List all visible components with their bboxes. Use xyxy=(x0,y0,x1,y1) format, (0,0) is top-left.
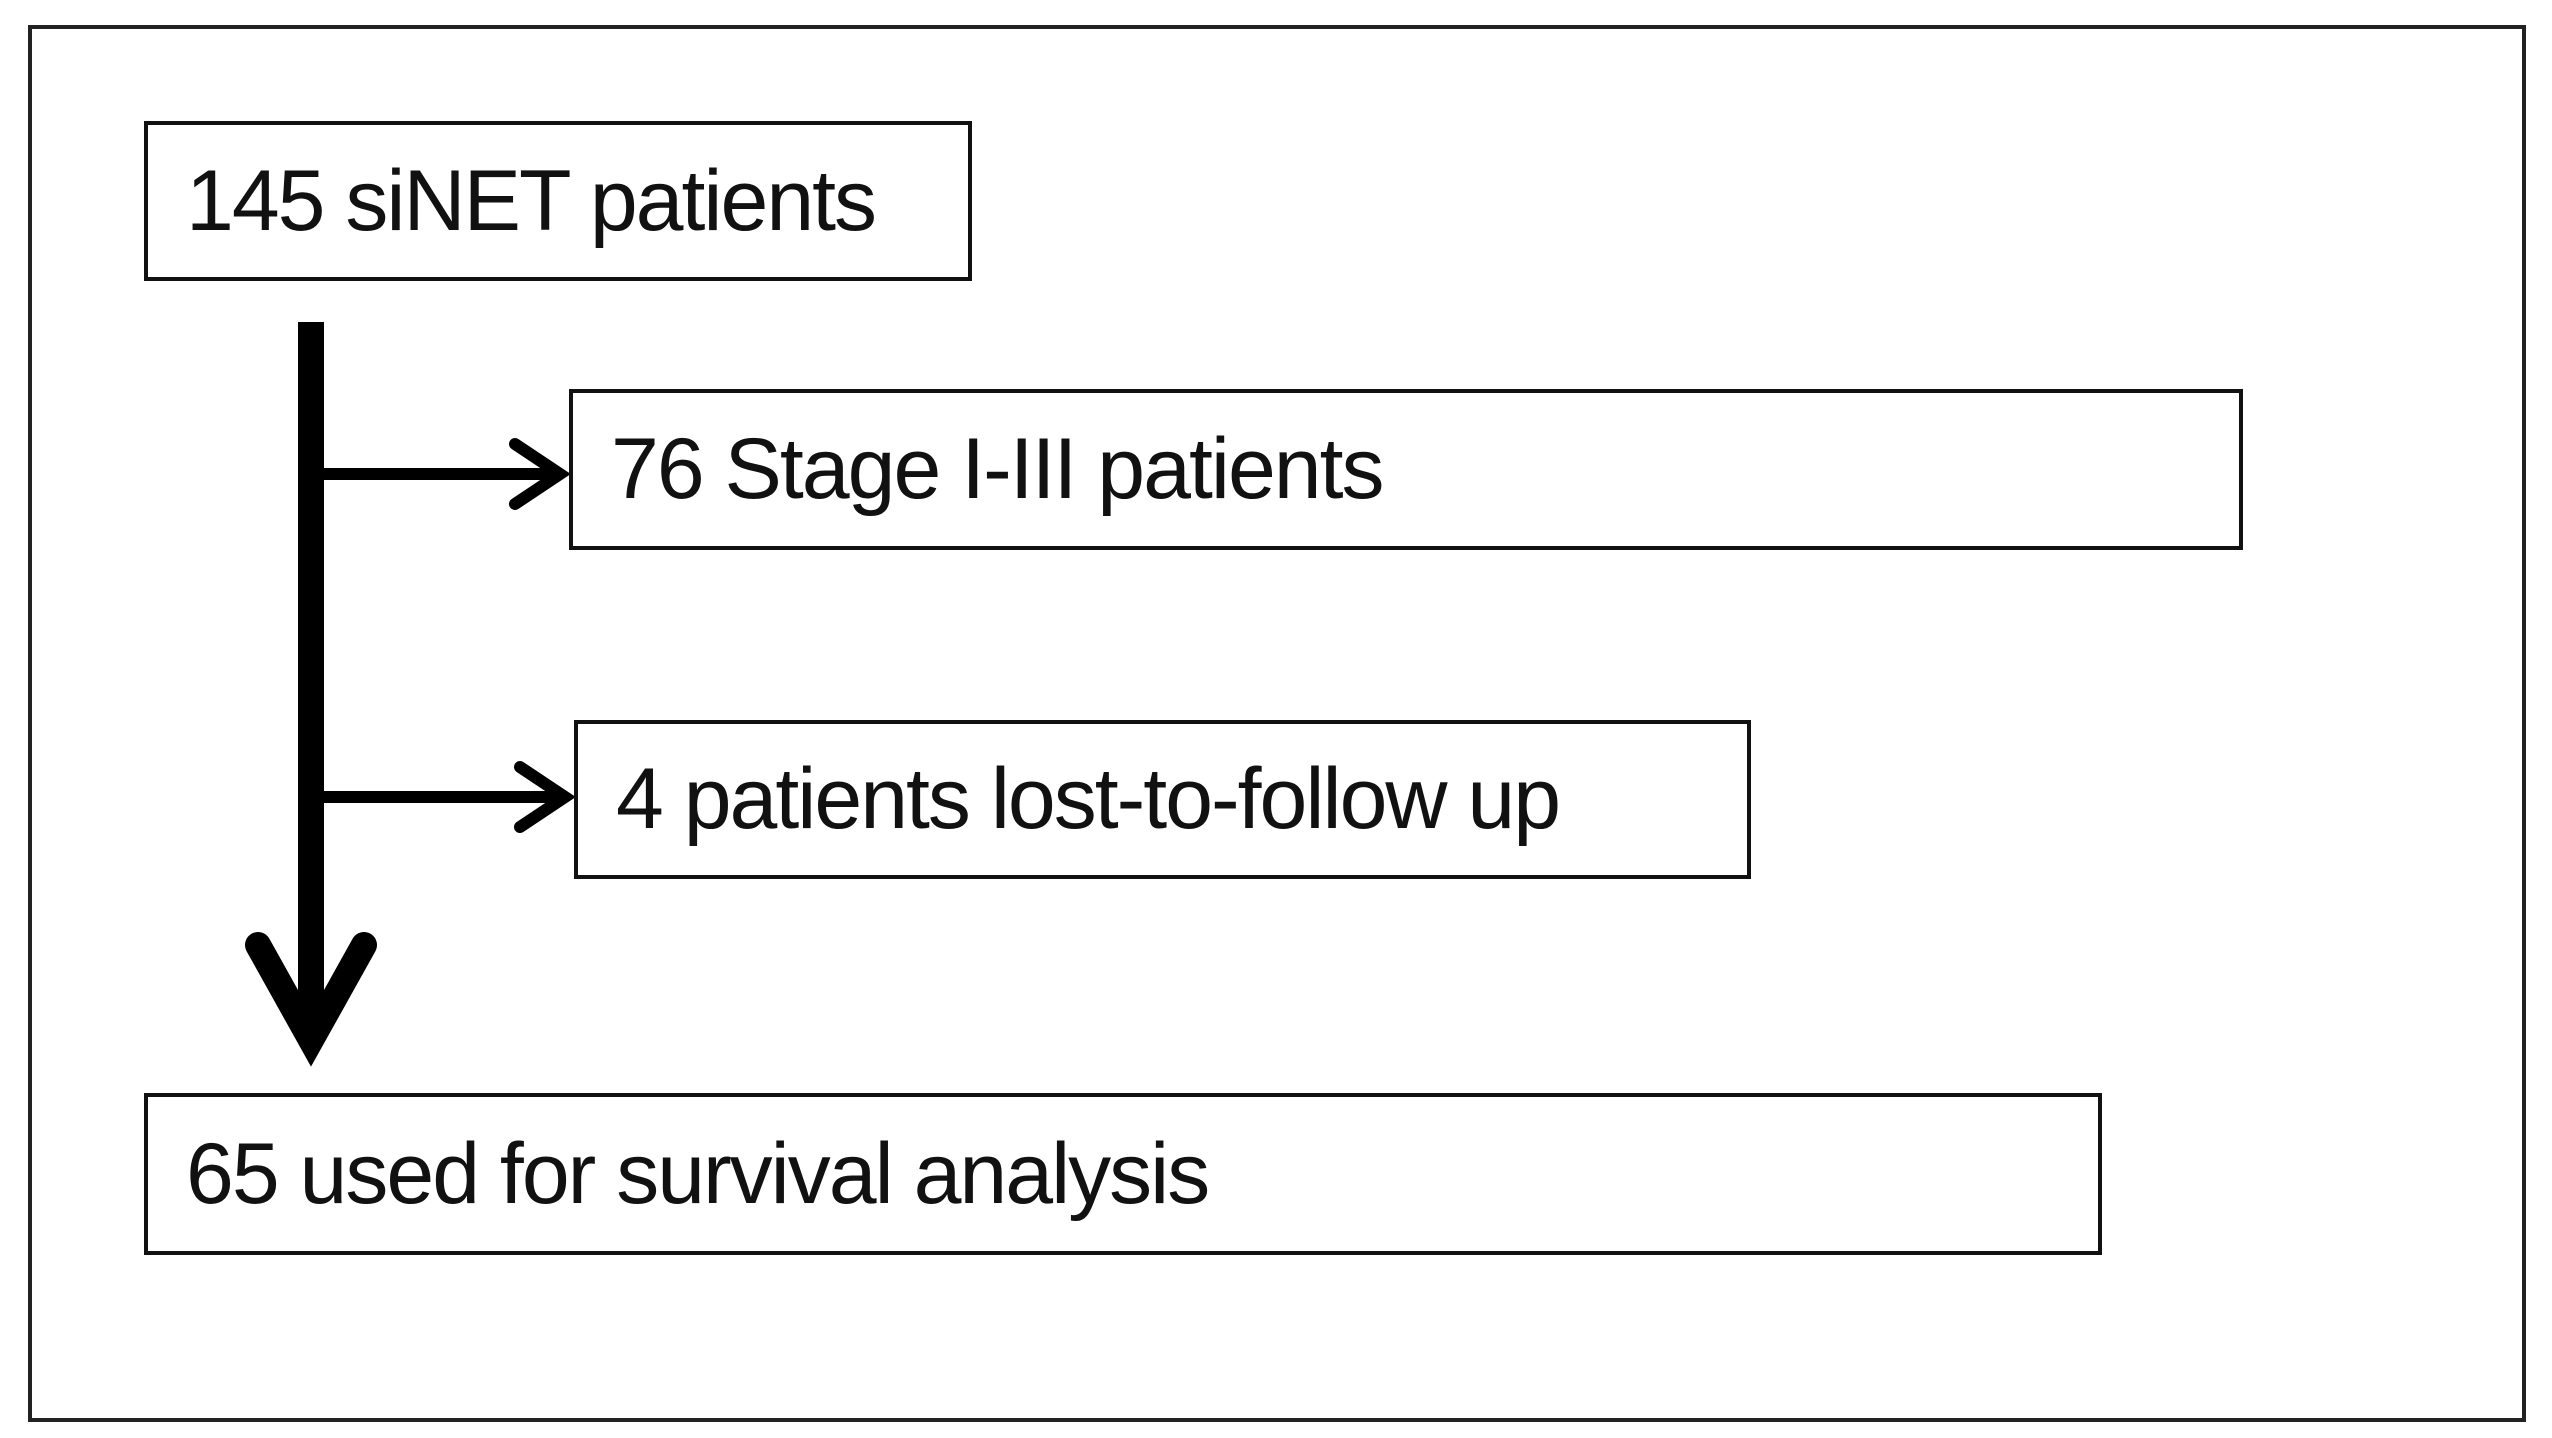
box-start: 145 siNET patients xyxy=(144,121,972,281)
box-excluded-lost-label: 4 patients lost-to-follow up xyxy=(616,751,1561,847)
exclusion-arrow-stage xyxy=(311,438,571,510)
box-final-label: 65 used for survival analysis xyxy=(186,1125,1210,1222)
figure-frame xyxy=(28,25,2526,1422)
box-excluded-stage: 76 Stage I-III patients xyxy=(569,389,2243,550)
box-start-label: 145 siNET patients xyxy=(186,152,877,249)
box-final: 65 used for survival analysis xyxy=(144,1093,2102,1255)
box-excluded-stage-label: 76 Stage I-III patients xyxy=(611,421,1385,517)
main-flow-arrow xyxy=(245,322,377,1067)
exclusion-arrow-lost xyxy=(311,761,576,833)
box-excluded-lost: 4 patients lost-to-follow up xyxy=(574,720,1751,879)
